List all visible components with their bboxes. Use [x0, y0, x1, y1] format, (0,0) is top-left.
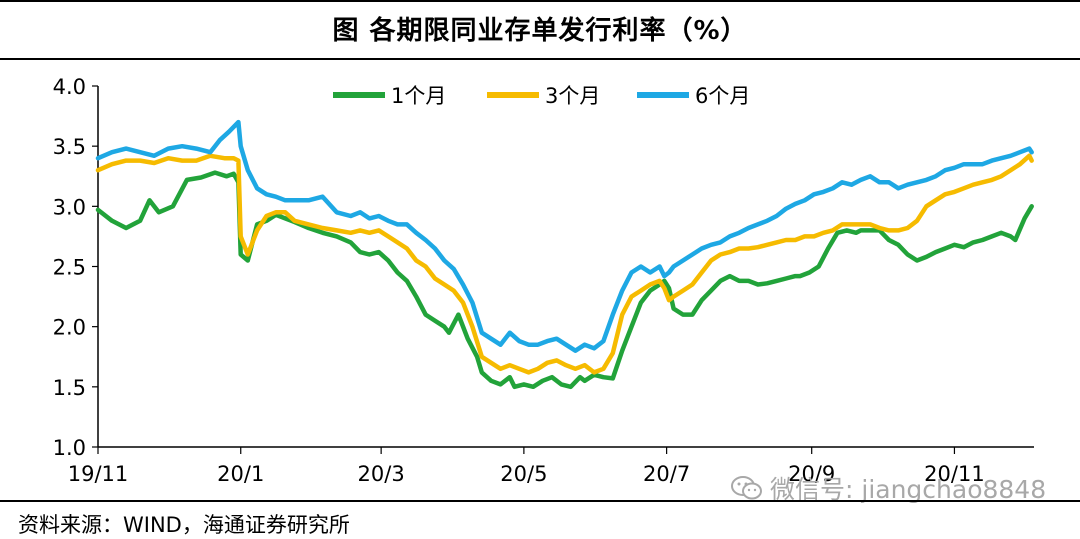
legend-label: 6个月 — [695, 84, 750, 108]
x-tick-label: 20/3 — [358, 462, 405, 486]
series-line-2 — [95, 153, 1034, 375]
source-note: 资料来源：WIND，海通证券研究所 — [18, 513, 350, 537]
legend-label: 1个月 — [391, 84, 446, 108]
x-tick-label: 20/1 — [217, 462, 264, 486]
title-bar: 图 各期限同业存单发行利率（%） — [0, 0, 1080, 62]
y-tick-label: 3.0 — [53, 195, 86, 219]
chart-title: 图 各期限同业存单发行利率（%） — [332, 16, 748, 46]
bottom-rule — [0, 500, 1080, 502]
wechat-icon — [731, 476, 762, 500]
x-tick-label: 20/7 — [643, 462, 690, 486]
legend-label: 3个月 — [545, 84, 600, 108]
y-tick-label: 3.5 — [53, 135, 86, 159]
x-tick-label: 20/9 — [788, 462, 835, 486]
x-tick-label: 20/5 — [500, 462, 547, 486]
x-tick-label: 19/11 — [68, 462, 129, 486]
y-tick-label: 2.5 — [53, 256, 86, 280]
title-rule — [0, 58, 1080, 60]
top-rule — [0, 0, 1080, 2]
series-line-3 — [95, 119, 1034, 353]
y-tick-label: 2.0 — [53, 316, 86, 340]
x-tick-label: 20/11 — [924, 462, 985, 486]
series-line-1 — [95, 170, 1034, 390]
watermark: 微信号: jiangchao8848 — [730, 470, 1046, 506]
y-tick-label: 4.0 — [53, 75, 86, 99]
watermark-text: 微信号: jiangchao8848 — [770, 475, 1047, 504]
y-tick-label: 1.0 — [53, 436, 86, 460]
y-tick-label: 1.5 — [53, 376, 86, 400]
